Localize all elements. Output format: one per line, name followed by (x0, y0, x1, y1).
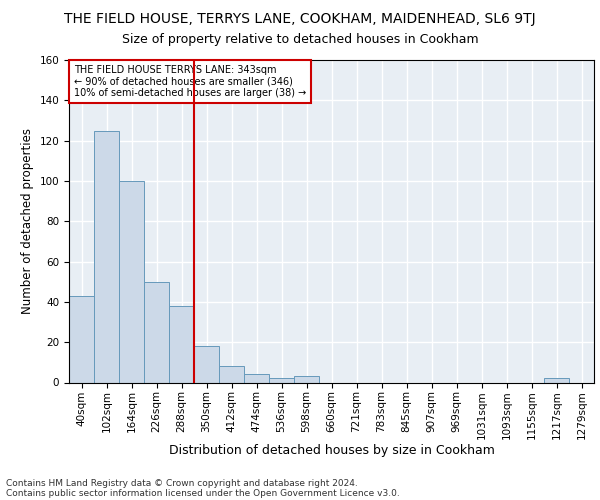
Bar (294, 376, 319, 382)
Bar (119, 181, 144, 382)
Bar (219, 366, 244, 382)
Y-axis label: Number of detached properties: Number of detached properties (21, 128, 34, 314)
Bar (269, 378, 294, 382)
Bar (544, 378, 569, 382)
Text: THE FIELD HOUSE TERRYS LANE: 343sqm
← 90% of detached houses are smaller (346)
1: THE FIELD HOUSE TERRYS LANE: 343sqm ← 90… (74, 65, 307, 98)
Text: THE FIELD HOUSE, TERRYS LANE, COOKHAM, MAIDENHEAD, SL6 9TJ: THE FIELD HOUSE, TERRYS LANE, COOKHAM, M… (64, 12, 536, 26)
Text: Contains HM Land Registry data © Crown copyright and database right 2024.: Contains HM Land Registry data © Crown c… (6, 478, 358, 488)
Bar (194, 346, 219, 383)
Bar (144, 282, 169, 382)
Bar (69, 296, 94, 382)
X-axis label: Distribution of detached houses by size in Cookham: Distribution of detached houses by size … (169, 444, 494, 458)
Text: Size of property relative to detached houses in Cookham: Size of property relative to detached ho… (122, 32, 478, 46)
Text: Contains public sector information licensed under the Open Government Licence v3: Contains public sector information licen… (6, 488, 400, 498)
Bar (94, 130, 119, 382)
Bar (244, 374, 269, 382)
Bar (169, 306, 194, 382)
